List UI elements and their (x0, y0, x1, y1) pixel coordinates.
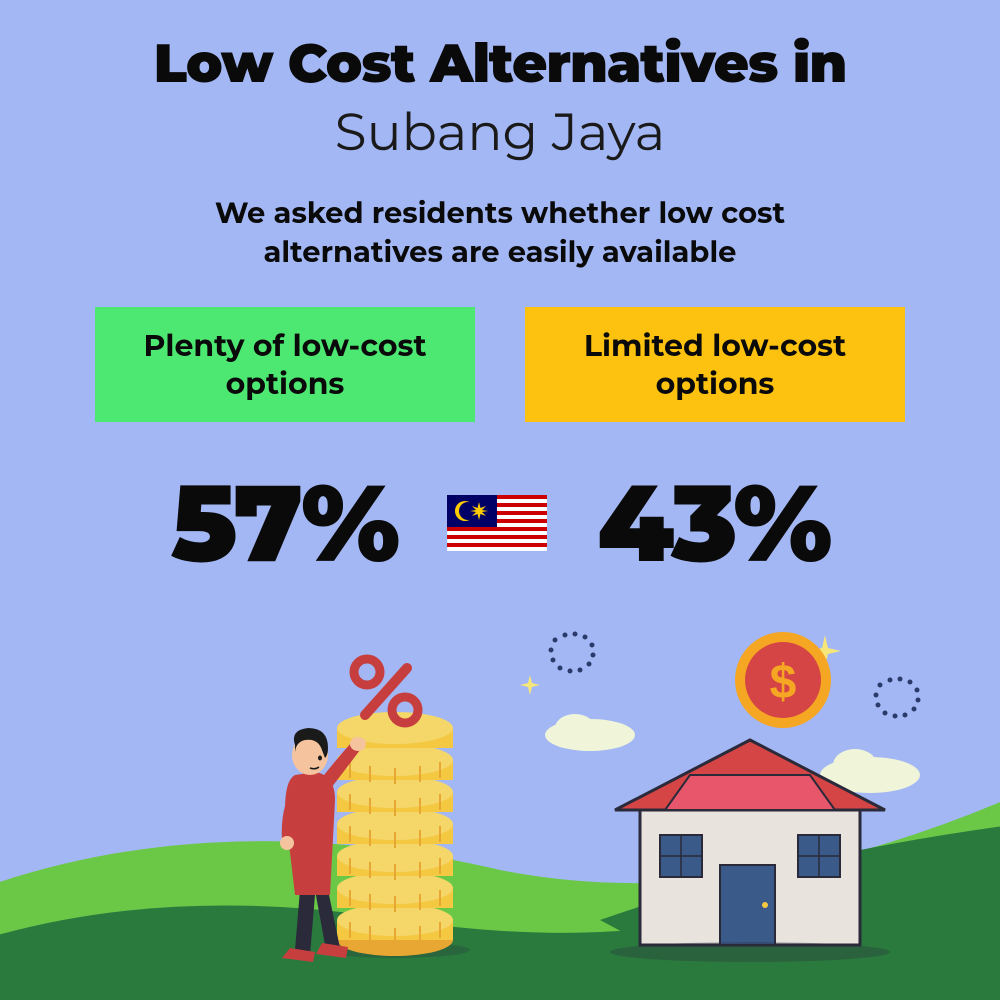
illustration-scene: $ (0, 600, 1000, 1000)
option-box-limited: Limited low-cost options (525, 307, 905, 422)
svg-text:$: $ (770, 656, 797, 709)
stat-value-right: 43% (597, 457, 829, 589)
stats-row: 57% 43% (0, 457, 1000, 589)
option-left-label: Plenty of low-cost options (125, 327, 445, 402)
title-line1: Low Cost Alternatives in (0, 30, 1000, 96)
coin-stack-illustration (320, 712, 470, 958)
stat-value-left: 57% (171, 457, 398, 589)
option-right-label: Limited low-cost options (555, 327, 875, 402)
options-row: Plenty of low-cost options Limited low-c… (0, 307, 1000, 422)
malaysia-flag-icon (447, 495, 547, 551)
title-line2: Subang Jaya (0, 101, 1000, 164)
subtitle: We asked residents whether low cost alte… (125, 194, 875, 272)
option-box-plenty: Plenty of low-cost options (95, 307, 475, 422)
